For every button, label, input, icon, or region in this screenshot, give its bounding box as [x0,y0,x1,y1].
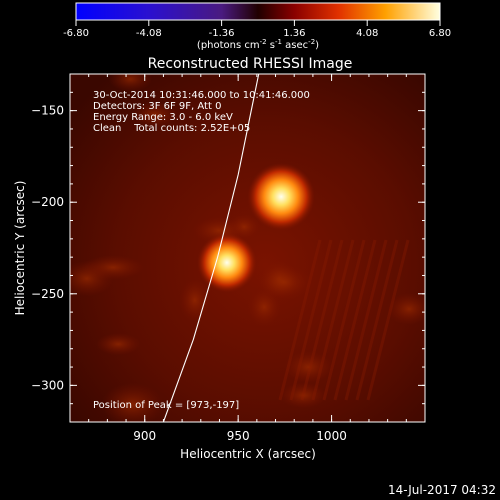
colorbar-tick-label: 1.36 [283,28,305,39]
plot-area [70,74,425,422]
background-streak [344,239,388,401]
colorbar-tick-label: -6.80 [63,28,89,39]
chart-title: Reconstructed RHESSI Image [148,56,353,72]
colorbar-gradient [75,2,441,21]
y-tick-label: −200 [31,195,64,209]
y-tick-label: −250 [31,287,64,301]
background-streak [366,239,410,401]
colorbar-tick-label: 6.80 [429,28,451,39]
background-blob [284,351,333,383]
colorbar-ticks: -6.80 -4.08 -1.36 1.36 4.08 6.80 [63,20,451,39]
background-blob [70,260,114,297]
source-peak [197,232,257,293]
info-line-counts: Clean Total counts: 2.52E+05 [93,123,250,134]
x-tick-label: 900 [133,429,156,443]
background-blob [96,333,141,356]
colorbar-tick-label: 4.08 [356,28,378,39]
y-axis: −150 −200 −250 −300 [31,73,425,423]
peak-position-label: Position of Peak = [973,-197] [93,400,239,411]
background-streak [289,239,333,401]
background-blob [101,382,164,422]
background-streak [300,239,344,401]
background-streak [311,239,355,401]
background-streak [355,239,399,401]
info-line-energy: Energy Range: 3.0 - 6.0 keV [93,112,233,123]
y-tick-label: −150 [31,104,64,118]
background-blob [179,279,211,322]
colorbar-tick-label: -1.36 [209,28,235,39]
timestamp: 14-Jul-2017 04:32 [388,483,496,497]
x-tick-label: 950 [227,429,250,443]
background-streak [278,239,322,401]
info-line-time: 30-Oct-2014 10:31:46.000 to 10:41:46.000 [93,90,310,101]
x-tick-label: 1000 [316,429,347,443]
x-axis-label: Heliocentric X (arcsec) [180,447,316,461]
background-blob [132,101,178,128]
x-axis: 900 950 1000 [69,74,426,443]
background-streak [333,239,377,401]
source-peak [247,162,315,231]
colorbar-tick-label: -4.08 [136,28,162,39]
background-blob [108,74,153,92]
info-block: 30-Oct-2014 10:31:46.000 to 10:41:46.000… [93,90,310,134]
background-streak [322,239,366,401]
background-blob [280,382,327,409]
y-tick-label: −300 [31,378,64,392]
colorbar: -6.80 -4.08 -1.36 1.36 4.08 6.80 (photons cm-… [63,2,451,51]
solar-limb-curve [162,74,260,422]
plot-frame [69,73,426,423]
info-line-detectors: Detectors: 3F 6F 9F, Att 0 [93,101,221,112]
background-blob [256,264,312,301]
colorbar-unit-label: (photons cm-2 s-1 asec-2) [197,38,319,51]
background-blob [387,292,425,325]
y-axis-label: Heliocentric Y (arcsec) [13,181,27,316]
